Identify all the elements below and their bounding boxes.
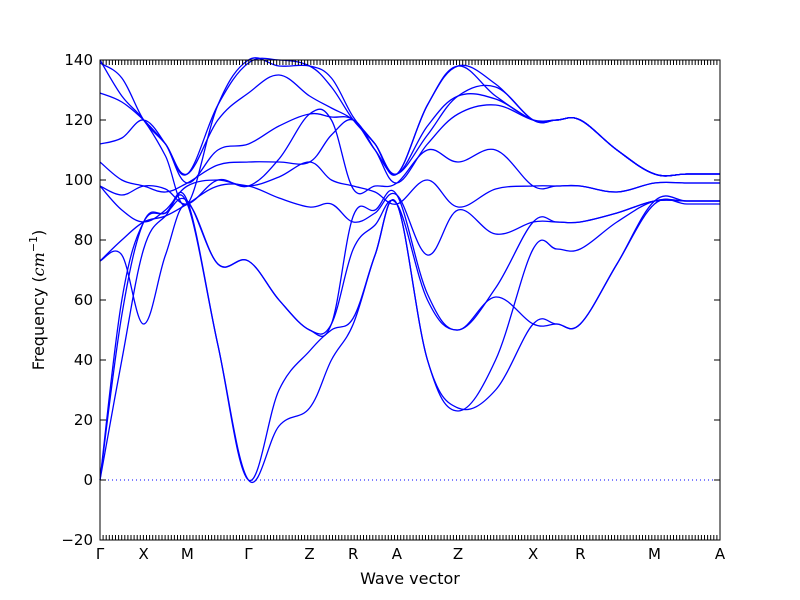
x-tick-label: A — [715, 545, 726, 563]
x-tick-label: M — [181, 545, 194, 563]
band-lines — [99, 57, 720, 484]
y-tick-label: 40 — [74, 351, 93, 369]
y-tick-label: 0 — [83, 471, 93, 489]
band-line-1 — [99, 194, 720, 484]
x-tick-label: X — [528, 545, 538, 563]
y-tick-label: 20 — [74, 411, 93, 429]
y-axis-label: Frequency (cm−1) — [27, 230, 48, 371]
x-tick-label: Γ — [244, 545, 253, 563]
band-line-5 — [99, 183, 720, 262]
band-line-12 — [99, 57, 720, 206]
plot-frame — [99, 59, 721, 541]
y-tick-label: −20 — [61, 531, 93, 549]
band-line-3 — [99, 195, 720, 481]
x-axis-label: Wave vector — [360, 569, 460, 588]
x-tick-label: Z — [304, 545, 314, 563]
x-tick-label: Γ — [96, 545, 105, 563]
y-tick-label: 140 — [64, 51, 93, 69]
x-tick-label: X — [139, 545, 149, 563]
x-tick-label: Z — [453, 545, 463, 563]
plot-area — [99, 57, 720, 484]
y-tick-label: 120 — [64, 111, 93, 129]
x-tick-label: R — [348, 545, 358, 563]
y-tick-label: 80 — [74, 231, 93, 249]
x-tick-label: M — [648, 545, 661, 563]
y-tick-label: 100 — [64, 171, 93, 189]
x-tick-label: A — [392, 545, 403, 563]
y-tick-label: 60 — [74, 291, 93, 309]
y-axis-ticks: −20 0 20 40 60 80 100 120 140 — [61, 51, 720, 549]
x-tick-label: R — [575, 545, 585, 563]
